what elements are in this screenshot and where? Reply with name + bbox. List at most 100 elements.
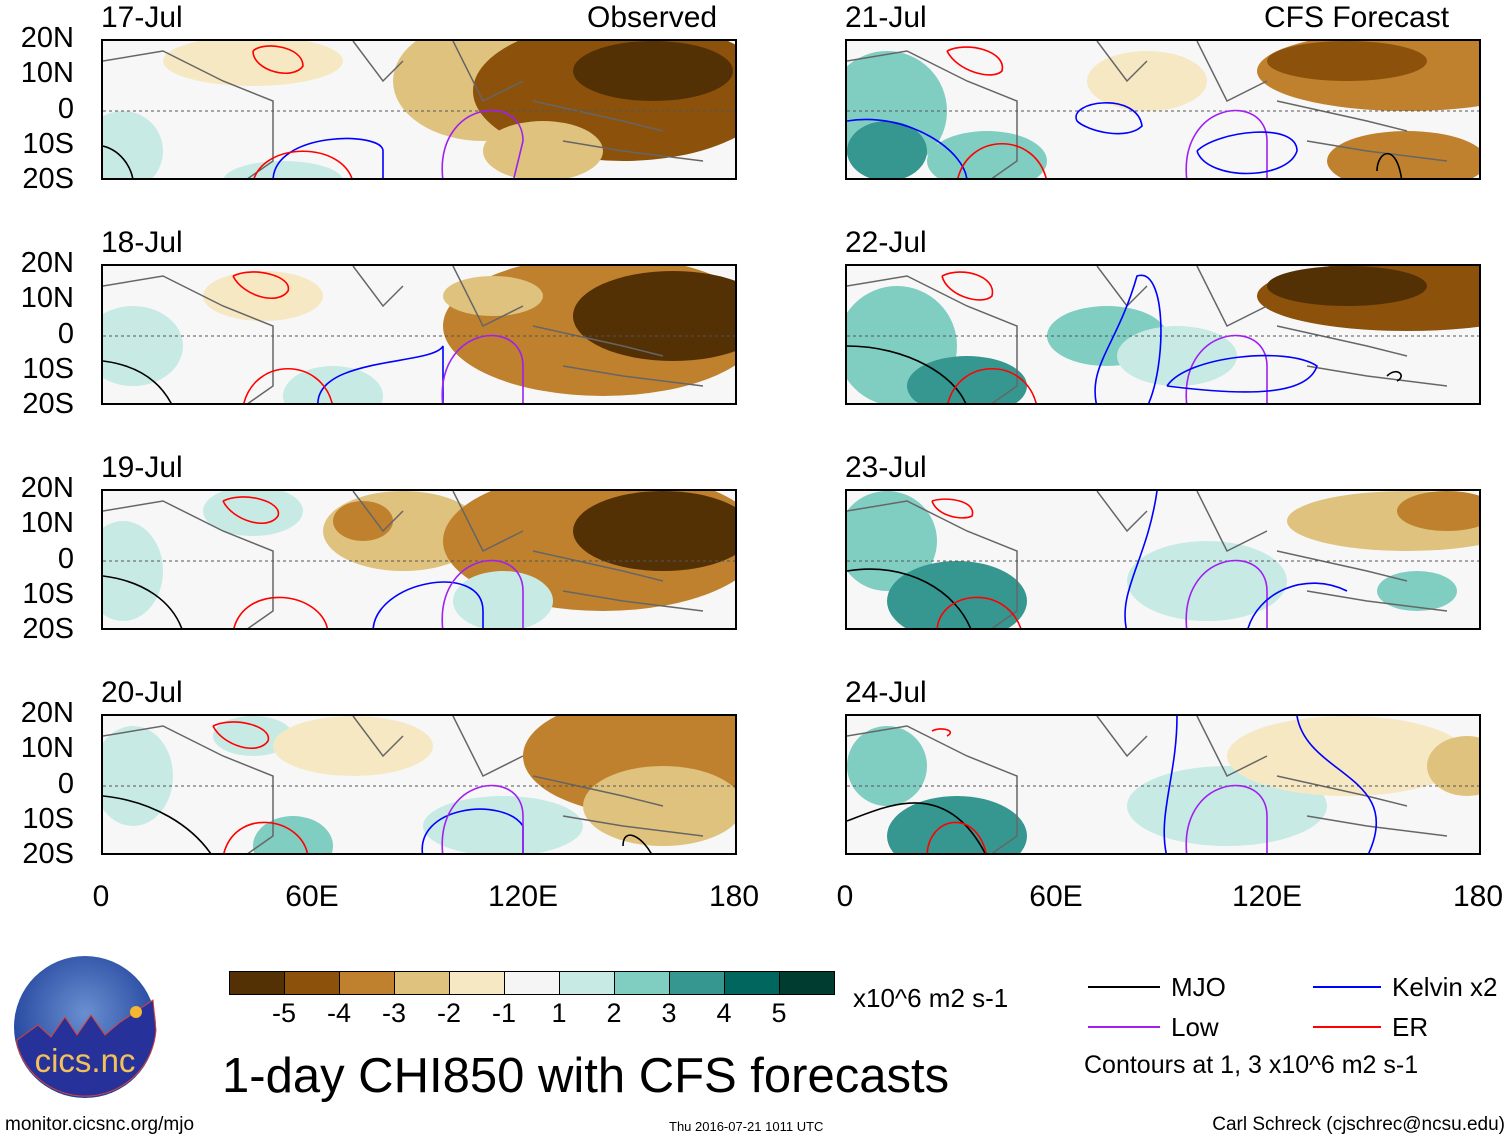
- latitude-label: 20N: [20, 247, 74, 279]
- longitude-label: 0: [836, 880, 854, 913]
- panel-date: 18-Jul: [101, 226, 183, 259]
- legend-label-mjo: MJO: [1171, 972, 1226, 1002]
- wave-contour: [212, 721, 269, 750]
- anomaly-region: [573, 491, 735, 571]
- longitude-label: 0: [92, 880, 110, 913]
- anomaly-region: [163, 41, 343, 86]
- forecast-map-panel: [845, 39, 1481, 180]
- colorbar-swatch: [559, 971, 615, 995]
- anomaly-region: [283, 366, 383, 403]
- observed-map-panel: [101, 264, 737, 405]
- wave-contour: [441, 109, 524, 178]
- latitude-label: 0: [57, 767, 74, 800]
- anomaly-region: [203, 491, 303, 536]
- anomaly-region: [1117, 326, 1237, 386]
- wave-contour: [946, 46, 1004, 76]
- observed-map-panel: [101, 714, 737, 855]
- anomaly-region: [103, 726, 173, 826]
- latitude-label: 0: [57, 317, 74, 350]
- wave-contour: [372, 581, 484, 628]
- colorbar-tick-label: 1: [551, 998, 567, 1028]
- coastline: [847, 491, 1448, 628]
- colorbar-swatch: [284, 971, 340, 995]
- anomaly-region: [1377, 571, 1457, 611]
- legend-label-low: Low: [1171, 1012, 1219, 1042]
- colorbar-swatch: [339, 971, 395, 995]
- coastline: [847, 41, 1448, 178]
- panel-date: 20-Jul: [101, 676, 183, 709]
- wave-contour: [233, 596, 328, 628]
- wave-contour: [441, 334, 524, 403]
- latitude-label: 10S: [22, 802, 74, 835]
- legend-line-mjo: [1088, 986, 1160, 988]
- wave-contour: [1376, 152, 1403, 178]
- latitude-label: 0: [57, 542, 74, 575]
- latitude-label: 20S: [22, 613, 74, 645]
- anomaly-region: [847, 726, 927, 806]
- figure-title: 1-day CHI850 with CFS forecasts: [222, 1049, 950, 1103]
- colorbar-swatch: [669, 971, 725, 995]
- coastline: [103, 41, 704, 178]
- wave-contour: [936, 596, 1022, 628]
- anomaly-region: [1127, 541, 1287, 621]
- colorbar-tick-label: -3: [381, 998, 407, 1028]
- anomaly-region: [103, 306, 183, 386]
- coastline: [103, 266, 704, 403]
- panel-date: 19-Jul: [101, 451, 183, 484]
- wave-contour: [847, 568, 972, 628]
- colorbar-units: x10^6 m2 s-1: [853, 983, 1009, 1013]
- latitude-label: 10N: [20, 282, 74, 315]
- wave-contour: [1124, 491, 1158, 628]
- wave-contour: [1094, 274, 1162, 403]
- longitude-label: 120E: [487, 880, 559, 913]
- latitude-label: 10S: [22, 577, 74, 610]
- wave-contour: [947, 367, 1037, 403]
- wave-contour: [222, 496, 279, 525]
- wave-contour: [1296, 716, 1378, 853]
- colorbar-swatch: [504, 971, 560, 995]
- cics-logo: cics.nc: [13, 955, 157, 1099]
- latitude-label: 0: [57, 92, 74, 125]
- anomaly-region: [453, 571, 553, 628]
- wave-contour: [847, 118, 968, 178]
- wave-contour: [223, 821, 308, 853]
- anomaly-region: [223, 161, 343, 178]
- wave-contour: [1075, 102, 1143, 135]
- latitude-label: 10N: [20, 732, 74, 765]
- legend-line-er: [1313, 1026, 1381, 1028]
- wave-contour: [941, 271, 994, 301]
- wave-contour: [421, 808, 524, 853]
- wave-contour: [103, 795, 212, 853]
- latitude-label: 10N: [20, 507, 74, 540]
- wave-contour: [253, 150, 353, 178]
- anomaly-region: [483, 121, 603, 178]
- longitude-label: 180: [708, 880, 760, 913]
- wave-contour: [1247, 582, 1348, 628]
- latitude-label: 20N: [20, 472, 74, 504]
- wave-contour: [232, 271, 289, 300]
- anomaly-region: [1227, 716, 1467, 796]
- latitude-label: 20N: [20, 22, 74, 54]
- anomaly-region: [847, 491, 937, 591]
- coastline: [103, 491, 704, 628]
- coastline: [103, 716, 704, 853]
- latitude-label: 20S: [22, 163, 74, 195]
- footer-url[interactable]: monitor.cicsnc.org/mjo: [5, 1114, 195, 1135]
- anomaly-region: [573, 41, 733, 101]
- observed-map-panel: [101, 39, 737, 180]
- footer-timestamp: Thu 2016-07-21 1011 UTC: [669, 1119, 824, 1134]
- legend-label-kelvin: Kelvin x2: [1392, 972, 1498, 1002]
- panel-date: 22-Jul: [845, 226, 927, 259]
- wave-contour: [1185, 559, 1268, 628]
- anomaly-region: [203, 271, 323, 321]
- wave-contour: [272, 137, 384, 178]
- colorbar-tick-label: -1: [491, 998, 517, 1028]
- coastline: [847, 716, 1448, 853]
- latitude-label: 20N: [20, 697, 74, 729]
- colorbar-tick-label: 3: [661, 998, 677, 1028]
- panel-date: 24-Jul: [845, 676, 927, 709]
- wave-contour: [1185, 784, 1268, 853]
- colorbar-tick-label: 5: [771, 998, 787, 1028]
- observed-header: Observed: [587, 1, 718, 34]
- wave-contour: [441, 784, 524, 853]
